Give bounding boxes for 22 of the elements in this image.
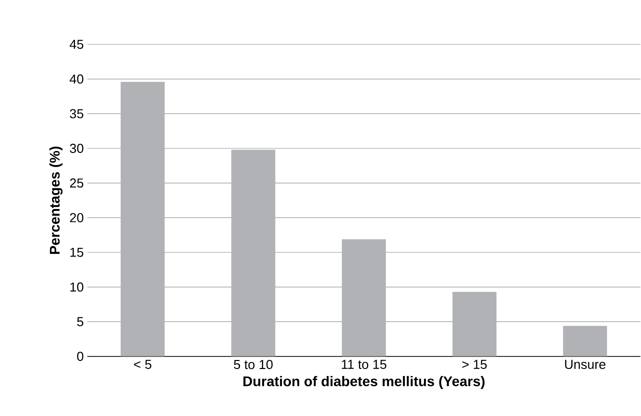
y-tick-label: 40	[70, 74, 84, 84]
y-axis-title: Percentages (%)	[49, 146, 63, 254]
x-tick-label: 5 to 10	[234, 360, 273, 370]
bar	[452, 292, 496, 356]
y-tick-label: 25	[70, 178, 84, 188]
bar	[342, 239, 386, 356]
x-tick-label: 11 to 15	[342, 360, 386, 369]
bar	[563, 326, 608, 356]
y-tick-label: 45	[70, 40, 84, 49]
x-tick-label: < 5	[134, 360, 152, 369]
y-tick-label: 5	[77, 317, 84, 326]
y-tick-label: 20	[70, 213, 84, 222]
y-tick-label: 0	[77, 352, 84, 361]
y-tick-label: 35	[70, 109, 84, 118]
y-tick-label: 10	[70, 282, 84, 292]
x-tick-label: Unsure	[565, 360, 606, 369]
x-tick-label: > 15	[462, 360, 487, 369]
y-tick-label: 30	[70, 144, 84, 153]
y-tick-label: 15	[70, 248, 84, 257]
x-axis-title: Duration of diabetes mellitus (Years)	[243, 376, 485, 390]
bar	[231, 150, 276, 356]
bar	[120, 82, 165, 356]
